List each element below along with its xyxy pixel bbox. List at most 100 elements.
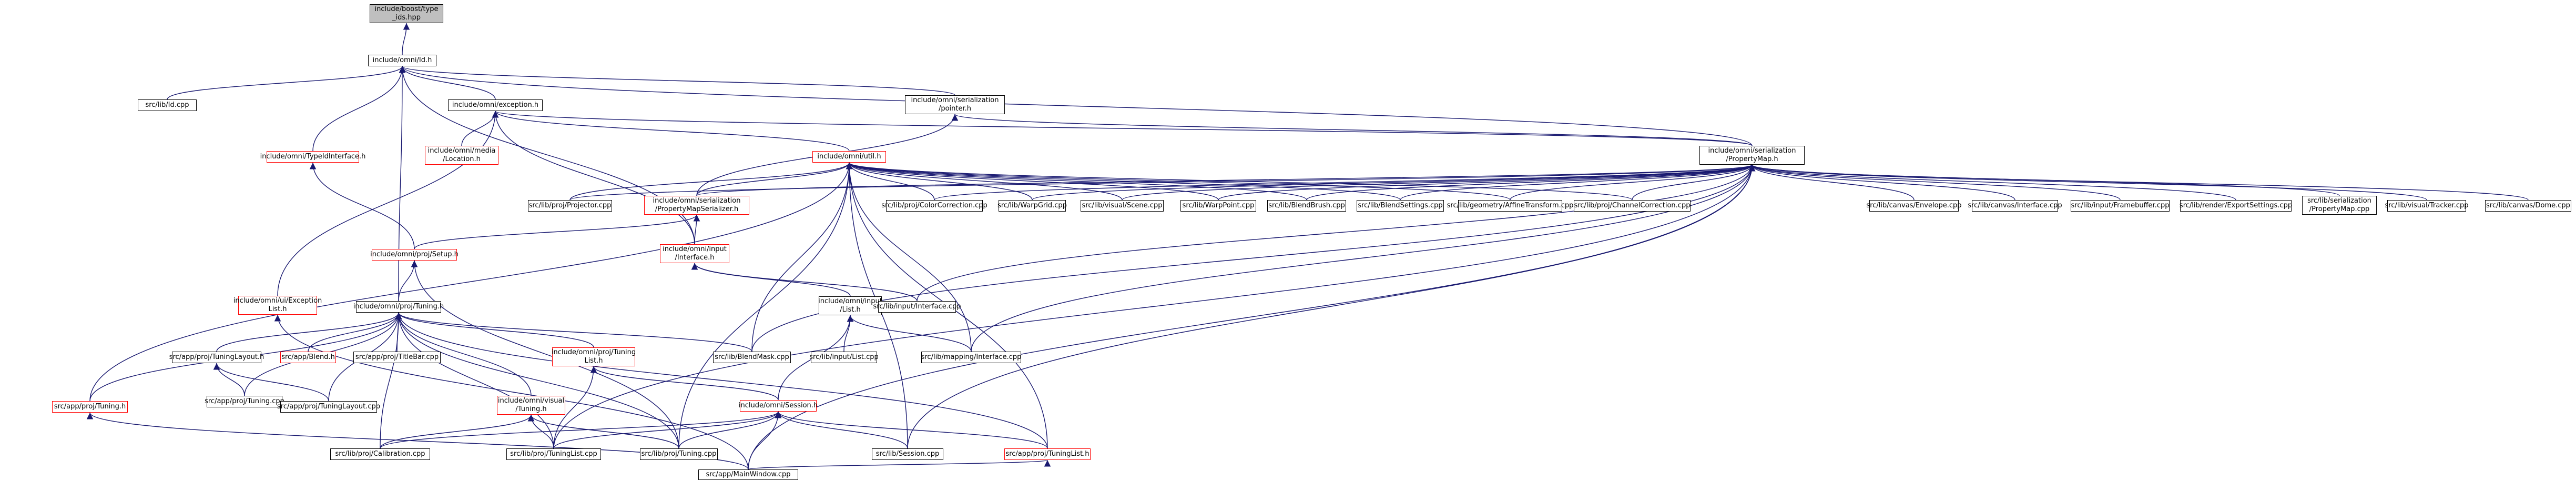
node-typeidinterface-h[interactable]: include/omni/TypeIdInterface.h [260, 151, 365, 163]
edge-n9-n21 [846, 162, 1511, 201]
node-channelcorrection-cpp[interactable]: src/lib/proj/ChannelCorrection.cpp [1574, 200, 1691, 212]
node-session-cpp[interactable]: src/lib/Session.cpp [872, 448, 943, 460]
node-serialization-propertymap-h[interactable]: include/omni/serialization /PropertyMap.… [1699, 146, 1805, 165]
edge-n32-n33 [216, 312, 402, 352]
edge-n2-n6 [399, 66, 1753, 146]
node-serialization-pointer-h[interactable]: include/omni/serialization /pointer.h [905, 95, 1005, 114]
edge-n32-n36 [395, 312, 594, 348]
node-warppoint-cpp[interactable]: src/lib/WarpPoint.cpp [1180, 200, 1256, 212]
node-input-interface-cpp[interactable]: src/lib/input/Interface.cpp [873, 301, 961, 313]
edge-n9-n20 [846, 162, 1401, 201]
edge-n6-n17 [1122, 164, 1755, 201]
edge-n6-n19 [1306, 164, 1755, 201]
edge-n44-n46 [553, 411, 782, 449]
edge-n32-n46 [395, 312, 554, 449]
edge-n44-n50 [748, 411, 782, 470]
edge-n6-n28 [1749, 164, 2427, 201]
edge-n9-n39 [846, 162, 972, 352]
node-calibration-cpp[interactable]: src/lib/proj/Calibration.cpp [330, 448, 430, 460]
edge-n9-n18 [846, 162, 1219, 201]
node-input-framebuffer-cpp[interactable]: src/lib/input/Framebuffer.cpp [2071, 200, 2170, 212]
edge-n32-n34 [308, 312, 402, 352]
node-app-tuninglayout-h[interactable]: src/app/proj/TuningLayout.h [169, 352, 264, 363]
node-util-h[interactable]: include/omni/util.h [812, 151, 886, 163]
edge-n12-n31 [691, 263, 918, 302]
node-serialization-propertymap-cpp[interactable]: src/lib/serialization /PropertyMap.cpp [2302, 196, 2377, 215]
node-affinetransform-cpp[interactable]: src/lib/geometry/AffineTransform.cpp [1447, 200, 1573, 212]
edge-n43-n47 [527, 414, 679, 449]
node-app-tuning-cpp[interactable]: src/app/proj/Tuning.cpp [205, 396, 284, 407]
edge-n44-n48 [775, 411, 908, 449]
node-canvas-dome-cpp[interactable]: src/lib/canvas/Dome.cpp [2485, 200, 2571, 212]
node-app-titlebar-cpp[interactable]: src/app/proj/TitleBar.cpp [353, 352, 441, 363]
edge-n9-n47 [678, 162, 853, 449]
node-ui-exceptionlist-h[interactable]: include/omni/ui/Exception List.h [233, 296, 322, 315]
edge-n9-n15 [846, 162, 935, 201]
edge-n13-n50 [274, 314, 749, 470]
node-exception-h[interactable]: include/omni/exception.h [448, 99, 543, 111]
node-session-h[interactable]: include/omni/Session.h [739, 400, 818, 412]
node-input-list-h[interactable]: include/omni/input /List.h [818, 296, 882, 315]
edge-n32-n47 [395, 312, 679, 449]
edge-n9-n10 [569, 162, 853, 201]
edge-n9-n17 [846, 162, 1123, 201]
node-proj-setup-h[interactable]: include/omni/proj/Setup.h [370, 249, 459, 261]
edge-n32-n49 [395, 312, 1048, 449]
node-warpgrid-cpp[interactable]: src/lib/WarpGrid.cpp [997, 200, 1067, 212]
edge-n6-n29 [1749, 164, 2529, 201]
node-visual-tracker-cpp[interactable]: src/lib/visual/Tracker.cpp [2385, 200, 2469, 212]
node-type-ids-hpp[interactable]: include/boost/type _ids.hpp [370, 4, 443, 23]
node-proj-tuning-h[interactable]: include/omni/proj/Tuning.h [353, 301, 444, 313]
node-canvas-envelope-cpp[interactable]: src/lib/canvas/Envelope.cpp [1866, 200, 1962, 212]
node-visual-tuning-h[interactable]: include/omni/visual /Tuning.h [497, 396, 565, 415]
node-mapping-interface-cpp[interactable]: src/lib/mapping/Interface.cpp [921, 352, 1021, 363]
edge-n2-n5 [399, 66, 955, 96]
edge-n1-n2 [402, 23, 410, 55]
node-visual-scene-cpp[interactable]: src/lib/visual/Scene.cpp [1081, 200, 1164, 212]
node-projector-cpp[interactable]: src/lib/proj/Projector.cpp [528, 200, 612, 212]
node-id-cpp[interactable]: src/lib/Id.cpp [138, 99, 197, 111]
edge-n9-n22 [846, 162, 1633, 201]
edge-n49-n50 [748, 459, 1051, 470]
node-app-tuninglayout-cpp[interactable]: src/app/proj/TuningLayout.cpp [277, 401, 380, 413]
edge-n44-n47 [678, 411, 782, 449]
edge-n2-n4 [399, 66, 496, 100]
node-id-h[interactable]: include/omni/Id.h [368, 55, 436, 66]
edge-n4-n13 [277, 111, 499, 296]
node-media-location-h[interactable]: include/omni/media /Location.h [425, 146, 498, 165]
edge-n4-n8 [461, 111, 499, 146]
edge-n42-n50 [86, 412, 749, 470]
edge-n44-n49 [775, 411, 1048, 449]
edge-n6-n22 [1632, 164, 1756, 201]
edge-n2-n3 [167, 66, 406, 100]
node-colorcorrection-cpp[interactable]: src/lib/proj/ColorCorrection.cpp [881, 200, 987, 212]
node-lib-tuninglist-cpp[interactable]: src/lib/proj/TuningList.cpp [506, 448, 601, 460]
node-mainwindow-cpp[interactable]: src/app/MainWindow.cpp [698, 469, 798, 480]
edge-n36-n46 [553, 366, 597, 449]
edge-n2-n7 [312, 66, 406, 152]
node-blendmask-cpp[interactable]: src/lib/BlendMask.cpp [713, 352, 791, 363]
edge-n11-n14 [414, 214, 700, 249]
node-canvas-interface-cpp[interactable]: src/lib/canvas/Interface.cpp [1968, 200, 2062, 212]
node-app-tuning-h[interactable]: src/app/proj/Tuning.h [52, 401, 128, 413]
edge-n2-n32 [398, 66, 406, 302]
node-proj-tuninglist-h[interactable]: include/omni/proj/Tuning List.h [552, 347, 636, 366]
edge-n6-n25 [1748, 164, 2121, 201]
edge-n30-n39 [847, 315, 972, 352]
node-lib-tuning-cpp[interactable]: src/lib/proj/Tuning.cpp [640, 448, 718, 460]
node-propertymapserializer-h[interactable]: include/omni/serialization /PropertyMapS… [644, 196, 749, 215]
edge-n14-n32 [398, 260, 418, 302]
edge-n36-n44 [590, 366, 779, 401]
node-blendbrush-cpp[interactable]: src/lib/BlendBrush.cpp [1267, 200, 1346, 212]
node-render-exportsettings-cpp[interactable]: src/lib/render/ExportSettings.cpp [2180, 200, 2292, 212]
node-app-tuninglist-h[interactable]: src/app/proj/TuningList.h [1004, 448, 1091, 460]
node-input-interface-h[interactable]: include/omni/input /Interface.h [660, 244, 729, 263]
node-app-blend-h[interactable]: src/app/Blend.h [280, 352, 336, 363]
edge-n9-n19 [846, 162, 1307, 201]
node-input-list-cpp[interactable]: src/lib/input/List.cpp [809, 352, 879, 363]
edge-n6-n31 [917, 164, 1756, 302]
edge-n6-n16 [1032, 164, 1755, 201]
node-blendsettings-cpp[interactable]: src/lib/BlendSettings.cpp [1357, 200, 1444, 212]
edge-n6-n18 [1218, 164, 1755, 201]
